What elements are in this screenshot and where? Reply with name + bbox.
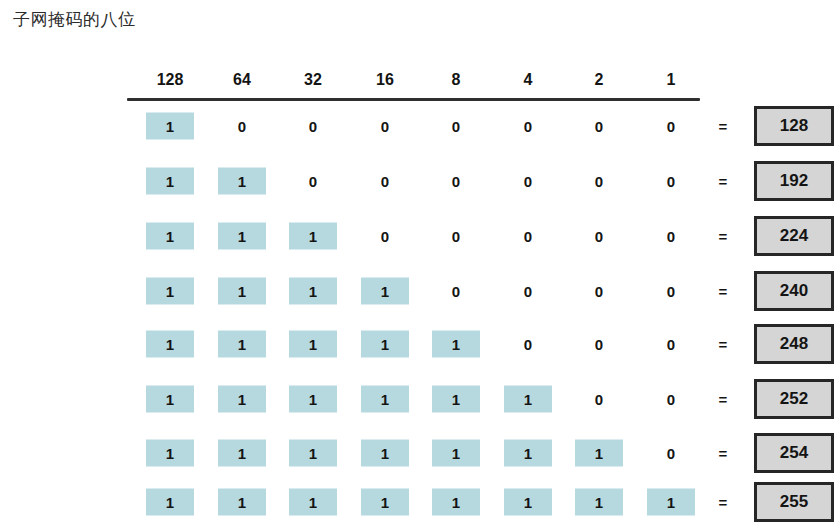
result-box: 240 (754, 271, 834, 311)
bit-cell: 1 (146, 168, 194, 195)
bit-cell: 1 (361, 278, 409, 305)
bit-cell: 0 (575, 113, 623, 140)
bit-cell: 1 (146, 440, 194, 467)
bit-cell: 1 (218, 386, 266, 413)
equals-sign: = (719, 494, 728, 511)
bit-cell: 0 (432, 113, 480, 140)
equals-sign: = (719, 391, 728, 408)
bit-cell: 0 (504, 168, 552, 195)
result-box: 192 (754, 161, 834, 201)
bit-weight-label: 16 (376, 71, 394, 89)
bit-cell: 1 (647, 489, 695, 516)
bit-weight-label: 64 (233, 71, 251, 89)
bit-cell: 1 (289, 278, 337, 305)
bit-cell: 0 (361, 113, 409, 140)
bit-cell: 1 (361, 489, 409, 516)
bit-cell: 0 (647, 440, 695, 467)
bit-cell: 1 (218, 331, 266, 358)
bit-cell: 1 (146, 113, 194, 140)
equals-sign: = (719, 173, 728, 190)
bit-cell: 1 (289, 489, 337, 516)
equals-sign: = (719, 283, 728, 300)
bit-cell: 1 (146, 386, 194, 413)
result-box: 252 (754, 379, 834, 419)
bit-cell: 1 (432, 440, 480, 467)
bit-cell: 0 (647, 113, 695, 140)
subnet-mask-octet-diagram: 子网掩码的八位 1286432168421 10000000=128110000… (0, 0, 835, 528)
bit-cell: 1 (218, 278, 266, 305)
bit-cell: 1 (146, 223, 194, 250)
bit-cell: 1 (504, 386, 552, 413)
bit-cell: 0 (361, 223, 409, 250)
bit-cell: 1 (146, 331, 194, 358)
result-box: 128 (754, 106, 834, 146)
bit-weight-label: 128 (157, 71, 184, 89)
bit-cell: 0 (647, 278, 695, 305)
bit-cell: 0 (504, 278, 552, 305)
bit-weight-label: 32 (304, 71, 322, 89)
bit-cell: 0 (647, 386, 695, 413)
bit-cell: 0 (575, 223, 623, 250)
equals-sign: = (719, 336, 728, 353)
result-box: 224 (754, 216, 834, 256)
bit-cell: 0 (575, 278, 623, 305)
bit-cell: 1 (218, 489, 266, 516)
bit-cell: 0 (504, 331, 552, 358)
bit-cell: 0 (647, 223, 695, 250)
bit-weight-label: 8 (452, 71, 461, 89)
equals-sign: = (719, 118, 728, 135)
bit-cell: 0 (289, 168, 337, 195)
bit-cell: 1 (361, 440, 409, 467)
bit-cell: 1 (146, 489, 194, 516)
bit-cell: 1 (504, 489, 552, 516)
bit-cell: 0 (647, 331, 695, 358)
bit-cell: 0 (361, 168, 409, 195)
bit-cell: 0 (504, 223, 552, 250)
bit-cell: 1 (575, 489, 623, 516)
bit-cell: 0 (575, 386, 623, 413)
bit-cell: 0 (575, 331, 623, 358)
result-box: 255 (754, 482, 834, 522)
bit-weight-label: 1 (667, 71, 676, 89)
result-box: 248 (754, 324, 834, 364)
bit-cell: 0 (504, 113, 552, 140)
bit-cell: 1 (432, 331, 480, 358)
bit-cell: 1 (289, 223, 337, 250)
bit-cell: 1 (432, 489, 480, 516)
page-title: 子网掩码的八位 (13, 8, 136, 32)
equals-sign: = (719, 228, 728, 245)
bit-cell: 1 (218, 223, 266, 250)
bit-cell: 1 (146, 278, 194, 305)
bit-cell: 1 (289, 440, 337, 467)
bit-cell: 1 (289, 386, 337, 413)
bit-cell: 0 (647, 168, 695, 195)
bit-cell: 1 (575, 440, 623, 467)
bit-cell: 1 (218, 440, 266, 467)
bit-cell: 0 (432, 168, 480, 195)
bit-cell: 1 (432, 386, 480, 413)
header-underline (127, 98, 700, 101)
bit-cell: 0 (218, 113, 266, 140)
bit-weight-label: 2 (595, 71, 604, 89)
bit-cell: 0 (432, 223, 480, 250)
bit-cell: 1 (504, 440, 552, 467)
bit-cell: 1 (361, 386, 409, 413)
bit-cell: 1 (289, 331, 337, 358)
bit-cell: 0 (289, 113, 337, 140)
bit-cell: 1 (218, 168, 266, 195)
result-box: 254 (754, 433, 834, 473)
bit-cell: 1 (361, 331, 409, 358)
bit-weight-label: 4 (524, 71, 533, 89)
bit-cell: 0 (575, 168, 623, 195)
equals-sign: = (719, 445, 728, 462)
bit-cell: 0 (432, 278, 480, 305)
